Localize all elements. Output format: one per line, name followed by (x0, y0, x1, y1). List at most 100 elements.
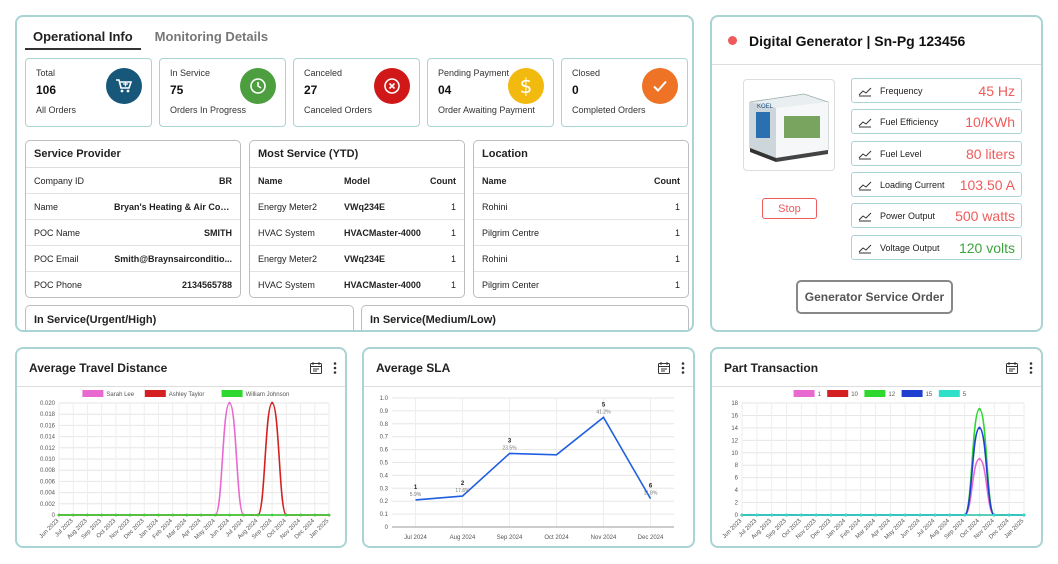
data-label: 6 (649, 484, 653, 490)
data-point (285, 513, 288, 517)
kpi-canceled[interactable]: Canceled 27 Canceled Orders (293, 58, 420, 127)
chart-title: Part Transaction (724, 360, 819, 375)
generator-service-order-button[interactable]: Generator Service Order (796, 280, 953, 314)
data-point (100, 513, 103, 517)
sla-panel: Average SLA 0 0.1 0.2 0.3 0.4 0.5 0.6 0.7 0.8 0.9… (362, 347, 695, 548)
calendar-icon[interactable] (657, 361, 671, 375)
metric-label: Frequency (880, 85, 923, 96)
chart-title: Average Travel Distance (29, 360, 168, 375)
kpi-sub: All Orders (36, 105, 77, 115)
kpi-pending-payment[interactable]: Pending Payment 04 Order Awaiting Paymen… (427, 58, 554, 127)
metric-power-output: Power Output 500 watts (851, 203, 1022, 228)
data-point (785, 513, 788, 517)
y-tick-label: 0.5 (380, 461, 389, 467)
table-row: Pilgrim Center 1 (482, 280, 680, 290)
data-point (874, 513, 877, 517)
table-row: POC Phone 2134565788 (34, 280, 232, 290)
kpi-in-service[interactable]: In Service 75 Orders In Progress (159, 58, 286, 127)
kpi-value: 0 (572, 83, 579, 97)
kpi-value: 106 (36, 83, 57, 97)
chart-header: Average Travel Distance (17, 349, 345, 387)
data-point (829, 513, 833, 517)
data-point (114, 513, 118, 517)
y-tick-label: 0.006 (40, 479, 56, 485)
more-options-icon[interactable] (1029, 361, 1033, 375)
data-label: 3 (508, 438, 512, 444)
x-tick-label: Aug 2024 (450, 535, 476, 541)
legend-label: William Johnson (246, 392, 290, 398)
y-tick-label: 0.6 (380, 448, 389, 454)
data-point (171, 513, 174, 517)
generator-header: Digital Generator | Sn-Pg 123456 (712, 17, 1041, 65)
data-point (270, 401, 274, 405)
data-point (978, 457, 981, 461)
table-row: Energy Meter2 VWq234E 1 (250, 194, 464, 220)
sla-chart: 0 0.1 0.2 0.3 0.4 0.5 0.6 0.7 0.8 0.9 1.0 Jul 2024 A… (380, 396, 674, 541)
calendar-icon[interactable] (309, 361, 323, 375)
chart-header: Average SLA (364, 349, 693, 387)
legend-label: 12 (888, 392, 895, 398)
tab-monitoring-details[interactable]: Monitoring Details (154, 29, 269, 44)
kpi-label: In Service (170, 68, 211, 78)
kpi-closed[interactable]: Closed 0 Completed Orders (561, 58, 688, 127)
table-row: HVAC System HVACMaster-4000 1 (258, 280, 456, 290)
travel-distance-panel: Average Travel Distance 0 0.002 0.004 0.006… (15, 347, 347, 548)
more-options-icon[interactable] (681, 361, 685, 375)
y-tick-label: 16 (731, 413, 738, 419)
table-row: Name Bryan's Heating & Air Con... (26, 194, 240, 220)
tab-operational-info[interactable]: Operational Info (25, 25, 141, 50)
data-point (1022, 513, 1026, 517)
data-label: 11.8% (644, 491, 658, 497)
generator-title: Digital Generator | Sn-Pg 123456 (749, 32, 966, 49)
legend-label: 1 (818, 392, 822, 398)
chart-title: Average SLA (376, 360, 451, 375)
data-point (889, 513, 892, 517)
series-line (741, 458, 1024, 516)
service-provider-card: Service Provider Company ID BR Name Bryan'… (25, 140, 241, 298)
y-tick-label: 18 (731, 401, 738, 407)
y-tick-label: 12 (731, 438, 738, 444)
data-point (270, 513, 274, 517)
kpi-total[interactable]: Total 106 All Orders (25, 58, 152, 127)
legend-swatch (827, 390, 849, 397)
trend-icon (858, 179, 872, 191)
metric-fuel-level: Fuel Level 80 liters (851, 141, 1022, 166)
trend-icon (858, 148, 872, 160)
data-point (933, 513, 937, 517)
data-label: 41.2% (596, 409, 611, 415)
more-options-icon[interactable] (333, 361, 337, 375)
metric-fuel-efficiency: Fuel Efficiency 10/KWh (851, 109, 1022, 134)
card-title: Service Provider (26, 141, 240, 168)
kpi-label: Closed (572, 68, 601, 78)
y-tick-label: 0 (52, 513, 56, 519)
y-tick-label: 10 (731, 451, 738, 457)
calendar-icon[interactable] (1005, 361, 1019, 375)
y-tick-label: 0.4 (380, 473, 389, 479)
kpi-label: Pending Payment (438, 68, 510, 78)
data-point (313, 513, 317, 517)
x-tick-label: Dec 2024 (638, 535, 664, 541)
y-tick-label: 0.012 (40, 446, 56, 452)
series-line (741, 427, 1024, 516)
y-tick-label: 0.020 (40, 401, 56, 407)
check-icon (642, 68, 678, 104)
legend-swatch (864, 390, 886, 397)
x-tick-label: Jul 2024 (404, 535, 427, 541)
svg-text:KOEL: KOEL (757, 104, 774, 110)
metric-label: Voltage Output (880, 242, 940, 253)
data-point (978, 407, 981, 411)
legend-swatch (901, 390, 923, 397)
metric-voltage-output: Voltage Output 120 volts (851, 235, 1022, 260)
tab-bar: Operational Info Monitoring Details (25, 25, 282, 50)
y-tick-label: 2 (735, 501, 739, 507)
data-point (859, 513, 863, 517)
metric-label: Fuel Level (880, 148, 922, 159)
data-point (157, 513, 160, 517)
kpi-sub: Completed Orders (572, 105, 646, 115)
stop-button[interactable]: Stop (762, 198, 817, 219)
trend-icon (858, 242, 872, 254)
trend-icon (858, 210, 872, 222)
data-point (214, 513, 217, 517)
legend-swatch (938, 390, 960, 397)
